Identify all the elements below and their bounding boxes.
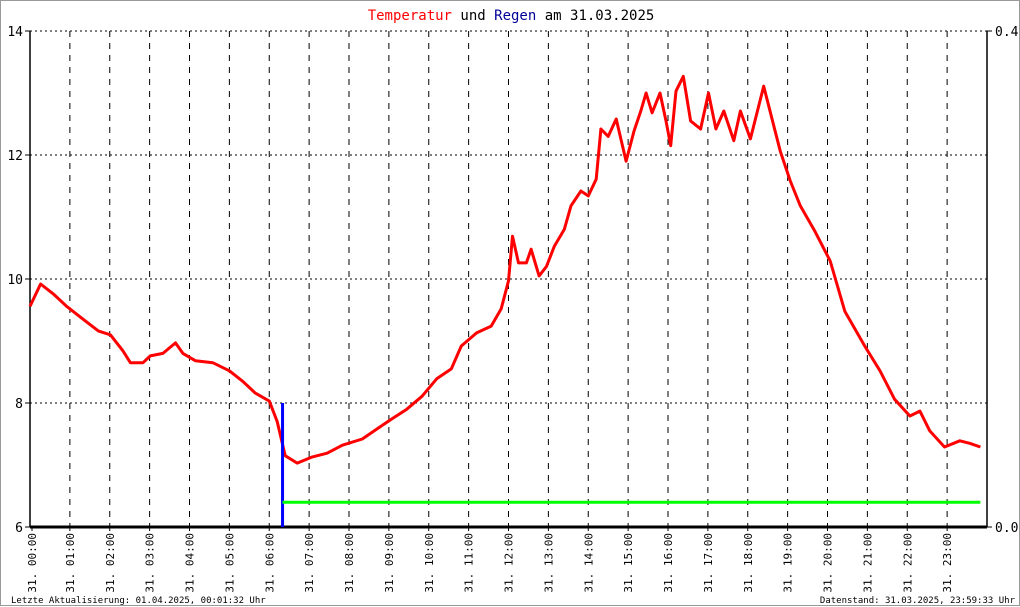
x-tick-label: 31. 22:00 — [901, 533, 914, 593]
x-tick-label: 31. 07:00 — [303, 533, 316, 593]
y-left-tick-label: 8 — [15, 397, 23, 412]
x-tick-label: 31. 12:00 — [503, 533, 516, 593]
x-tick-label: 31. 21:00 — [861, 533, 874, 593]
x-tick-label: 31. 11:00 — [463, 533, 476, 593]
x-tick-label: 31. 06:00 — [263, 533, 276, 593]
title-und: und — [452, 8, 494, 24]
chart-title: Temperatur und Regen am 31.03.2025 — [368, 8, 655, 24]
x-tick-label: 31. 00:00 — [26, 533, 39, 593]
x-tick-label: 31. 04:00 — [184, 533, 197, 593]
temperature-line — [30, 76, 980, 463]
x-tick-label: 31. 03:00 — [144, 533, 157, 593]
x-tick-label: 31. 16:00 — [662, 533, 675, 593]
title-rain: Regen — [494, 8, 536, 24]
x-tick-label: 31. 13:00 — [542, 533, 555, 593]
y-right-tick-label: 0.4 — [995, 25, 1019, 40]
x-tick-label: 31. 10:00 — [423, 533, 436, 593]
y-left-tick-label: 12 — [7, 149, 23, 164]
title-date: am 31.03.2025 — [536, 8, 654, 24]
x-tick-label: 31. 01:00 — [64, 533, 77, 593]
title-temperature: Temperatur — [368, 8, 452, 24]
y-right-tick-label: 0.0 — [995, 521, 1018, 536]
x-tick-label: 31. 20:00 — [822, 533, 835, 593]
footer-data-status: Datenstand: 31.03.2025, 23:59:33 Uhr — [820, 596, 1016, 606]
x-tick-label: 31. 15:00 — [622, 533, 635, 593]
x-tick-label: 31. 02:00 — [104, 533, 117, 593]
y-left-tick-label: 10 — [7, 273, 23, 288]
y-left-tick-label: 14 — [7, 25, 23, 40]
x-tick-label: 31. 14:00 — [582, 533, 595, 593]
y-left-tick-label: 6 — [15, 521, 23, 536]
x-tick-label: 31. 09:00 — [383, 533, 396, 593]
x-tick-label: 31. 08:00 — [343, 533, 356, 593]
x-tick-label: 31. 17:00 — [702, 533, 715, 593]
x-tick-label: 31. 23:00 — [941, 533, 954, 593]
x-tick-label: 31. 18:00 — [742, 533, 755, 593]
x-tick-label: 31. 05:00 — [223, 533, 236, 593]
footer-last-update: Letzte Aktualisierung: 01.04.2025, 00:01… — [11, 596, 266, 606]
x-tick-label: 31. 19:00 — [782, 533, 795, 593]
